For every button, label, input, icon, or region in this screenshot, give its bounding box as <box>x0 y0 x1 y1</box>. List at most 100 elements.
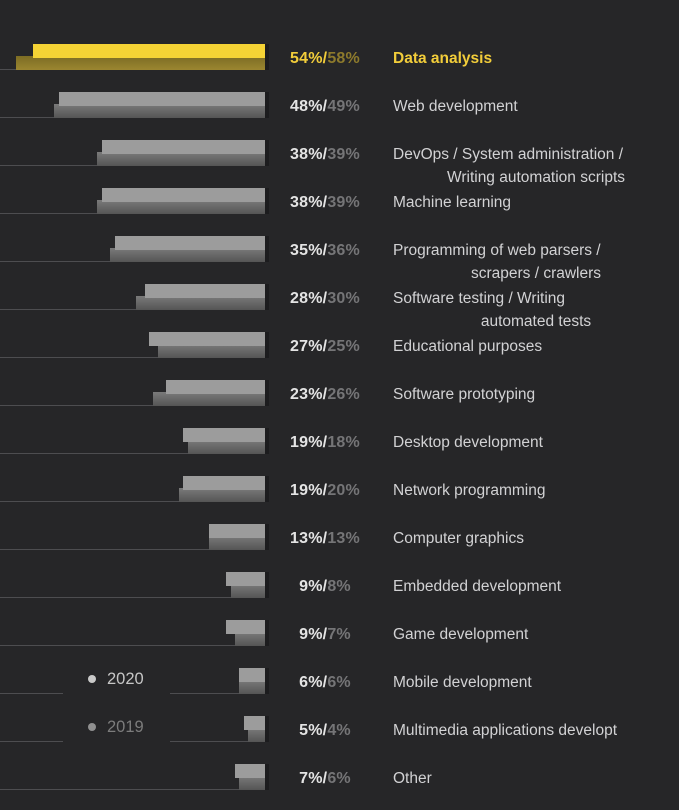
bar-2019 <box>97 200 265 214</box>
percent-2020: 35%/ <box>290 242 328 259</box>
bar-2019 <box>15 56 265 70</box>
row-baseline <box>0 165 100 166</box>
category-label: Game development <box>393 623 679 646</box>
percent-label: 7%/6% <box>270 767 380 791</box>
percent-2019: 4% <box>327 722 351 739</box>
percent-2020: 7%/ <box>299 770 328 787</box>
percent-2019: 8% <box>327 578 351 595</box>
percent-2019: 30% <box>327 290 360 307</box>
category-line: Programming of web parsers / <box>393 242 601 259</box>
category-label: Computer graphics <box>393 527 679 550</box>
bar-2020 <box>148 332 265 346</box>
row-baseline <box>0 549 212 550</box>
row-baseline <box>0 309 138 310</box>
row-baseline <box>0 69 18 70</box>
percent-2020: 23%/ <box>290 386 328 403</box>
row-baseline <box>0 453 190 454</box>
row-baseline <box>0 501 181 502</box>
category-line: automated tests <box>480 313 592 330</box>
chart-row: 35%/36% Programming of web parsers / scrap… <box>0 236 679 284</box>
category-line: DevOps / System administration / <box>393 146 623 163</box>
row-baseline <box>0 405 156 406</box>
chart-row: 9%/7% Game development <box>0 620 679 668</box>
bar-end-shadow <box>265 332 269 358</box>
row-baseline <box>0 645 237 646</box>
category-label: Mobile development <box>393 671 679 694</box>
legend-dot-2020-icon <box>88 675 96 683</box>
bar-end-shadow <box>265 572 269 598</box>
percent-2019: 36% <box>327 242 360 259</box>
chart-row: 19%/20% Network programming <box>0 476 679 524</box>
percent-2020: 38%/ <box>290 146 328 163</box>
percent-label: 38%/39% <box>270 143 380 167</box>
percent-2020: 9%/ <box>299 626 328 643</box>
percent-label: 23%/26% <box>270 383 380 407</box>
percent-label: 13%/13% <box>270 527 380 551</box>
chart-row: 9%/8% Embedded development <box>0 572 679 620</box>
percent-2019: 13% <box>327 530 360 547</box>
category-line: Data analysis <box>393 50 493 67</box>
percent-2019: 6% <box>327 674 351 691</box>
bar-2020 <box>243 716 265 730</box>
percent-2019: 25% <box>327 338 360 355</box>
bar-2020 <box>234 764 265 778</box>
category-line: Computer graphics <box>393 530 524 547</box>
category-label: Data analysis <box>393 47 679 70</box>
bar-end-shadow <box>265 764 269 790</box>
bar-2020 <box>114 236 265 250</box>
percent-label: 19%/18% <box>270 431 380 455</box>
category-label: Other <box>393 767 679 790</box>
percent-label: 38%/39% <box>270 191 380 215</box>
bar-end-shadow <box>265 716 269 742</box>
percent-2020: 38%/ <box>290 194 328 211</box>
chart-row: 13%/13% Computer graphics <box>0 524 679 572</box>
percent-label: 48%/49% <box>270 95 380 119</box>
bar-2019 <box>234 632 265 646</box>
percent-label: 9%/8% <box>270 575 380 599</box>
bar-2020 <box>32 44 265 58</box>
bar-2019 <box>157 344 265 358</box>
category-line: Mobile development <box>393 674 532 691</box>
bar-end-shadow <box>265 236 269 262</box>
category-label: Desktop development <box>393 431 679 454</box>
chart-row: 54%/58% Data analysis <box>0 44 679 92</box>
category-label: Network programming <box>393 479 679 502</box>
row-baseline <box>170 693 242 694</box>
bar-2019 <box>239 680 265 694</box>
bar-end-shadow <box>265 524 269 550</box>
bar-end-shadow <box>265 476 269 502</box>
category-line: Writing automation scripts <box>446 169 626 186</box>
category-line: Embedded development <box>393 578 562 595</box>
bar-2020 <box>226 620 265 634</box>
category-line: Software testing / Writing <box>393 290 566 307</box>
percent-2020: 5%/ <box>299 722 328 739</box>
percent-2020: 9%/ <box>299 578 328 595</box>
percent-2019: 39% <box>327 146 360 163</box>
percent-2019: 18% <box>327 434 360 451</box>
row-baseline <box>0 261 113 262</box>
category-label: Embedded development <box>393 575 679 598</box>
percent-2020: 27%/ <box>290 338 328 355</box>
percent-label: 19%/20% <box>270 479 380 503</box>
legend-item-2019: 2019 <box>88 716 144 738</box>
percent-2019: 7% <box>327 626 351 643</box>
bar-2019 <box>97 152 265 166</box>
percent-label: 27%/25% <box>270 335 380 359</box>
legend-label-2020: 2020 <box>107 669 144 688</box>
row-baseline <box>170 741 250 742</box>
percent-2020: 48%/ <box>290 98 328 115</box>
chart-row: 7%/6% Other <box>0 764 679 810</box>
bar-2020 <box>58 92 265 106</box>
bar-2020 <box>183 428 265 442</box>
bar-2020 <box>101 140 265 154</box>
bar-2020 <box>144 284 265 298</box>
bar-2020 <box>239 668 265 682</box>
bar-end-shadow <box>265 140 269 166</box>
chart-row: 48%/49% Web development <box>0 92 679 140</box>
category-line: Network programming <box>393 482 546 499</box>
percent-label: 9%/7% <box>270 623 380 647</box>
category-line: Software prototyping <box>393 386 536 403</box>
percent-label: 35%/36% <box>270 239 380 263</box>
category-label: Software testing / Writing automated test… <box>393 287 679 333</box>
